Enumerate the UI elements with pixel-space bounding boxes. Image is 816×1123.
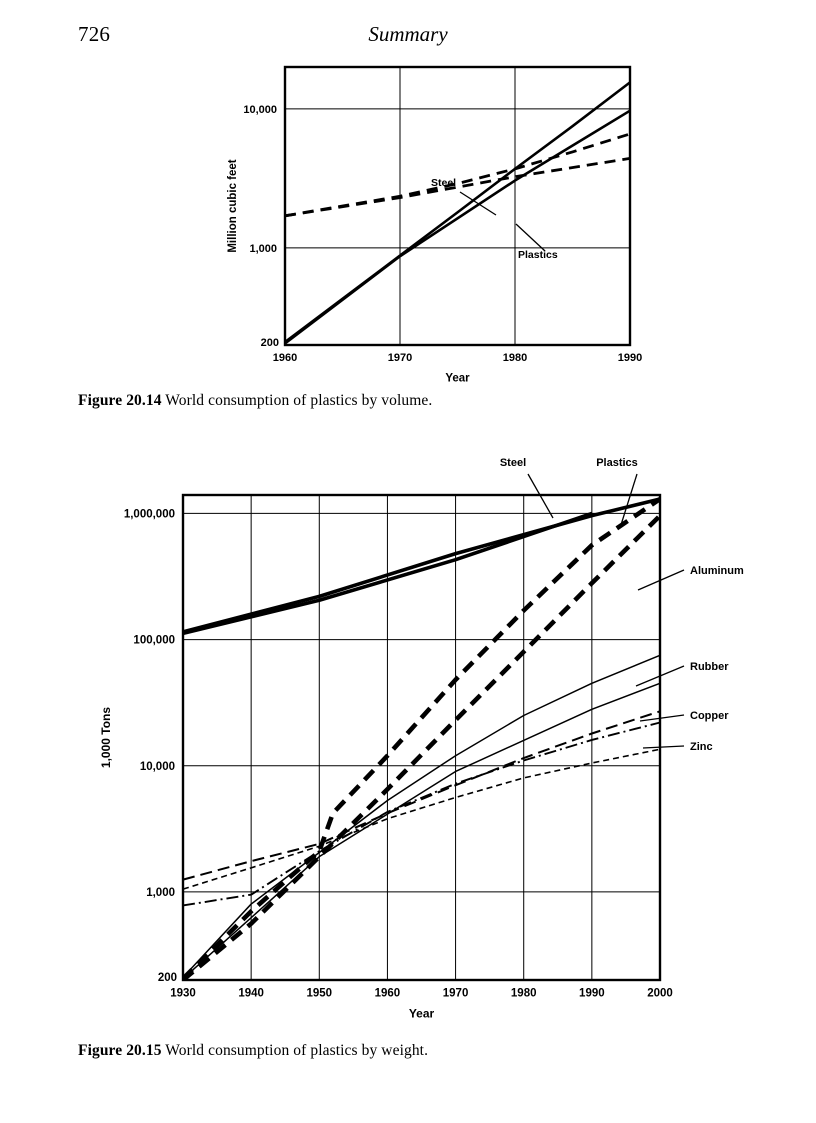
series-line-aluminum (182, 654, 661, 978)
series-line-plastics-lower (284, 109, 631, 345)
x-axis-tick-label: 1960 (273, 352, 297, 364)
running-title: Summary (368, 22, 448, 46)
series-line-steel (284, 132, 631, 218)
x-axis-tick-label: 1970 (388, 352, 412, 364)
y-axis-tick-label: 1,000,000 (124, 509, 175, 521)
figure-20-14: 10,000 1,000 1960 1970 1980 1990 200 Year Millio… (0, 55, 816, 385)
series-line-steel-lower (284, 157, 631, 218)
chart-plastics-by-weight: 1,000,000 100,000 10,000 1,000 1930 1940 1950 1… (99, 457, 744, 1021)
y-axis-tick-label: 10,000 (243, 104, 277, 116)
series-line-zinc (182, 748, 661, 890)
y-axis-tick-label: 1,000 (146, 887, 175, 899)
figure-20-15-caption: Figure 20.15 World consumption of plasti… (78, 1042, 428, 1060)
x-axis-tick-label: 1980 (503, 352, 527, 364)
series-line-aluminum-lower (182, 682, 661, 980)
series-line-plastics-lower (182, 514, 661, 981)
series-annotation-plastics: Plastics (596, 457, 638, 469)
series-annotation-rubber: Rubber (690, 661, 729, 673)
y-axis-origin-label: 200 (158, 972, 177, 984)
x-axis-tick-label: 1960 (375, 988, 401, 1000)
y-axis-title: Million cubic feet (227, 159, 239, 252)
x-axis-tick-label: 1990 (579, 988, 605, 1000)
x-axis-title: Year (445, 373, 470, 385)
figure-20-14-caption: Figure 20.14 World consumption of plasti… (78, 392, 432, 410)
figure-20-14-caption-text: World consumption of plastics by volume. (165, 392, 433, 409)
page-number: 726 (78, 22, 111, 46)
y-axis-tick-label: 100,000 (133, 635, 175, 647)
x-axis-title: Year (409, 1007, 435, 1021)
series-line-steel-lower (182, 511, 593, 636)
y-axis-origin-label: 200 (261, 337, 279, 349)
figure-20-14-caption-label: Figure 20.14 (78, 392, 162, 409)
chart-plastics-by-volume: 10,000 1,000 1960 1970 1980 1990 200 Year Millio… (227, 65, 642, 385)
y-axis-tick-label: 1,000 (249, 243, 277, 255)
series-annotation-aluminum: Aluminum (690, 565, 744, 577)
series-annotation-steel: Steel (500, 457, 526, 469)
series-line-plastics (182, 497, 661, 981)
x-axis-tick-label: 1990 (618, 352, 642, 364)
y-axis-title: 1,000 Tons (99, 707, 113, 768)
figure-20-15-caption-text: World consumption of plastics by weight. (165, 1042, 429, 1059)
figure-20-15: 1,000,000 100,000 10,000 1,000 1930 1940 1950 1… (0, 438, 816, 1038)
x-axis-tick-label: 1940 (238, 988, 264, 1000)
x-axis-tick-label: 1930 (170, 988, 196, 1000)
series-annotation-copper: Copper (690, 710, 729, 722)
x-axis-tick-label: 2000 (647, 988, 673, 1000)
series-line-copper (182, 721, 661, 907)
figure-20-15-caption-label: Figure 20.15 (78, 1042, 162, 1059)
series-line-rubber (182, 710, 661, 881)
x-axis-tick-label: 1950 (306, 988, 332, 1000)
x-axis-tick-label: 1970 (443, 988, 469, 1000)
series-line-steel (182, 497, 661, 634)
x-axis-tick-label: 1980 (511, 988, 537, 1000)
series-annotation-steel: Steel (431, 177, 456, 189)
series-annotation-plastics: Plastics (518, 249, 558, 261)
y-axis-tick-label: 10,000 (140, 761, 175, 773)
series-annotation-zinc: Zinc (690, 741, 713, 753)
running-head: 726 Summary (0, 22, 816, 56)
